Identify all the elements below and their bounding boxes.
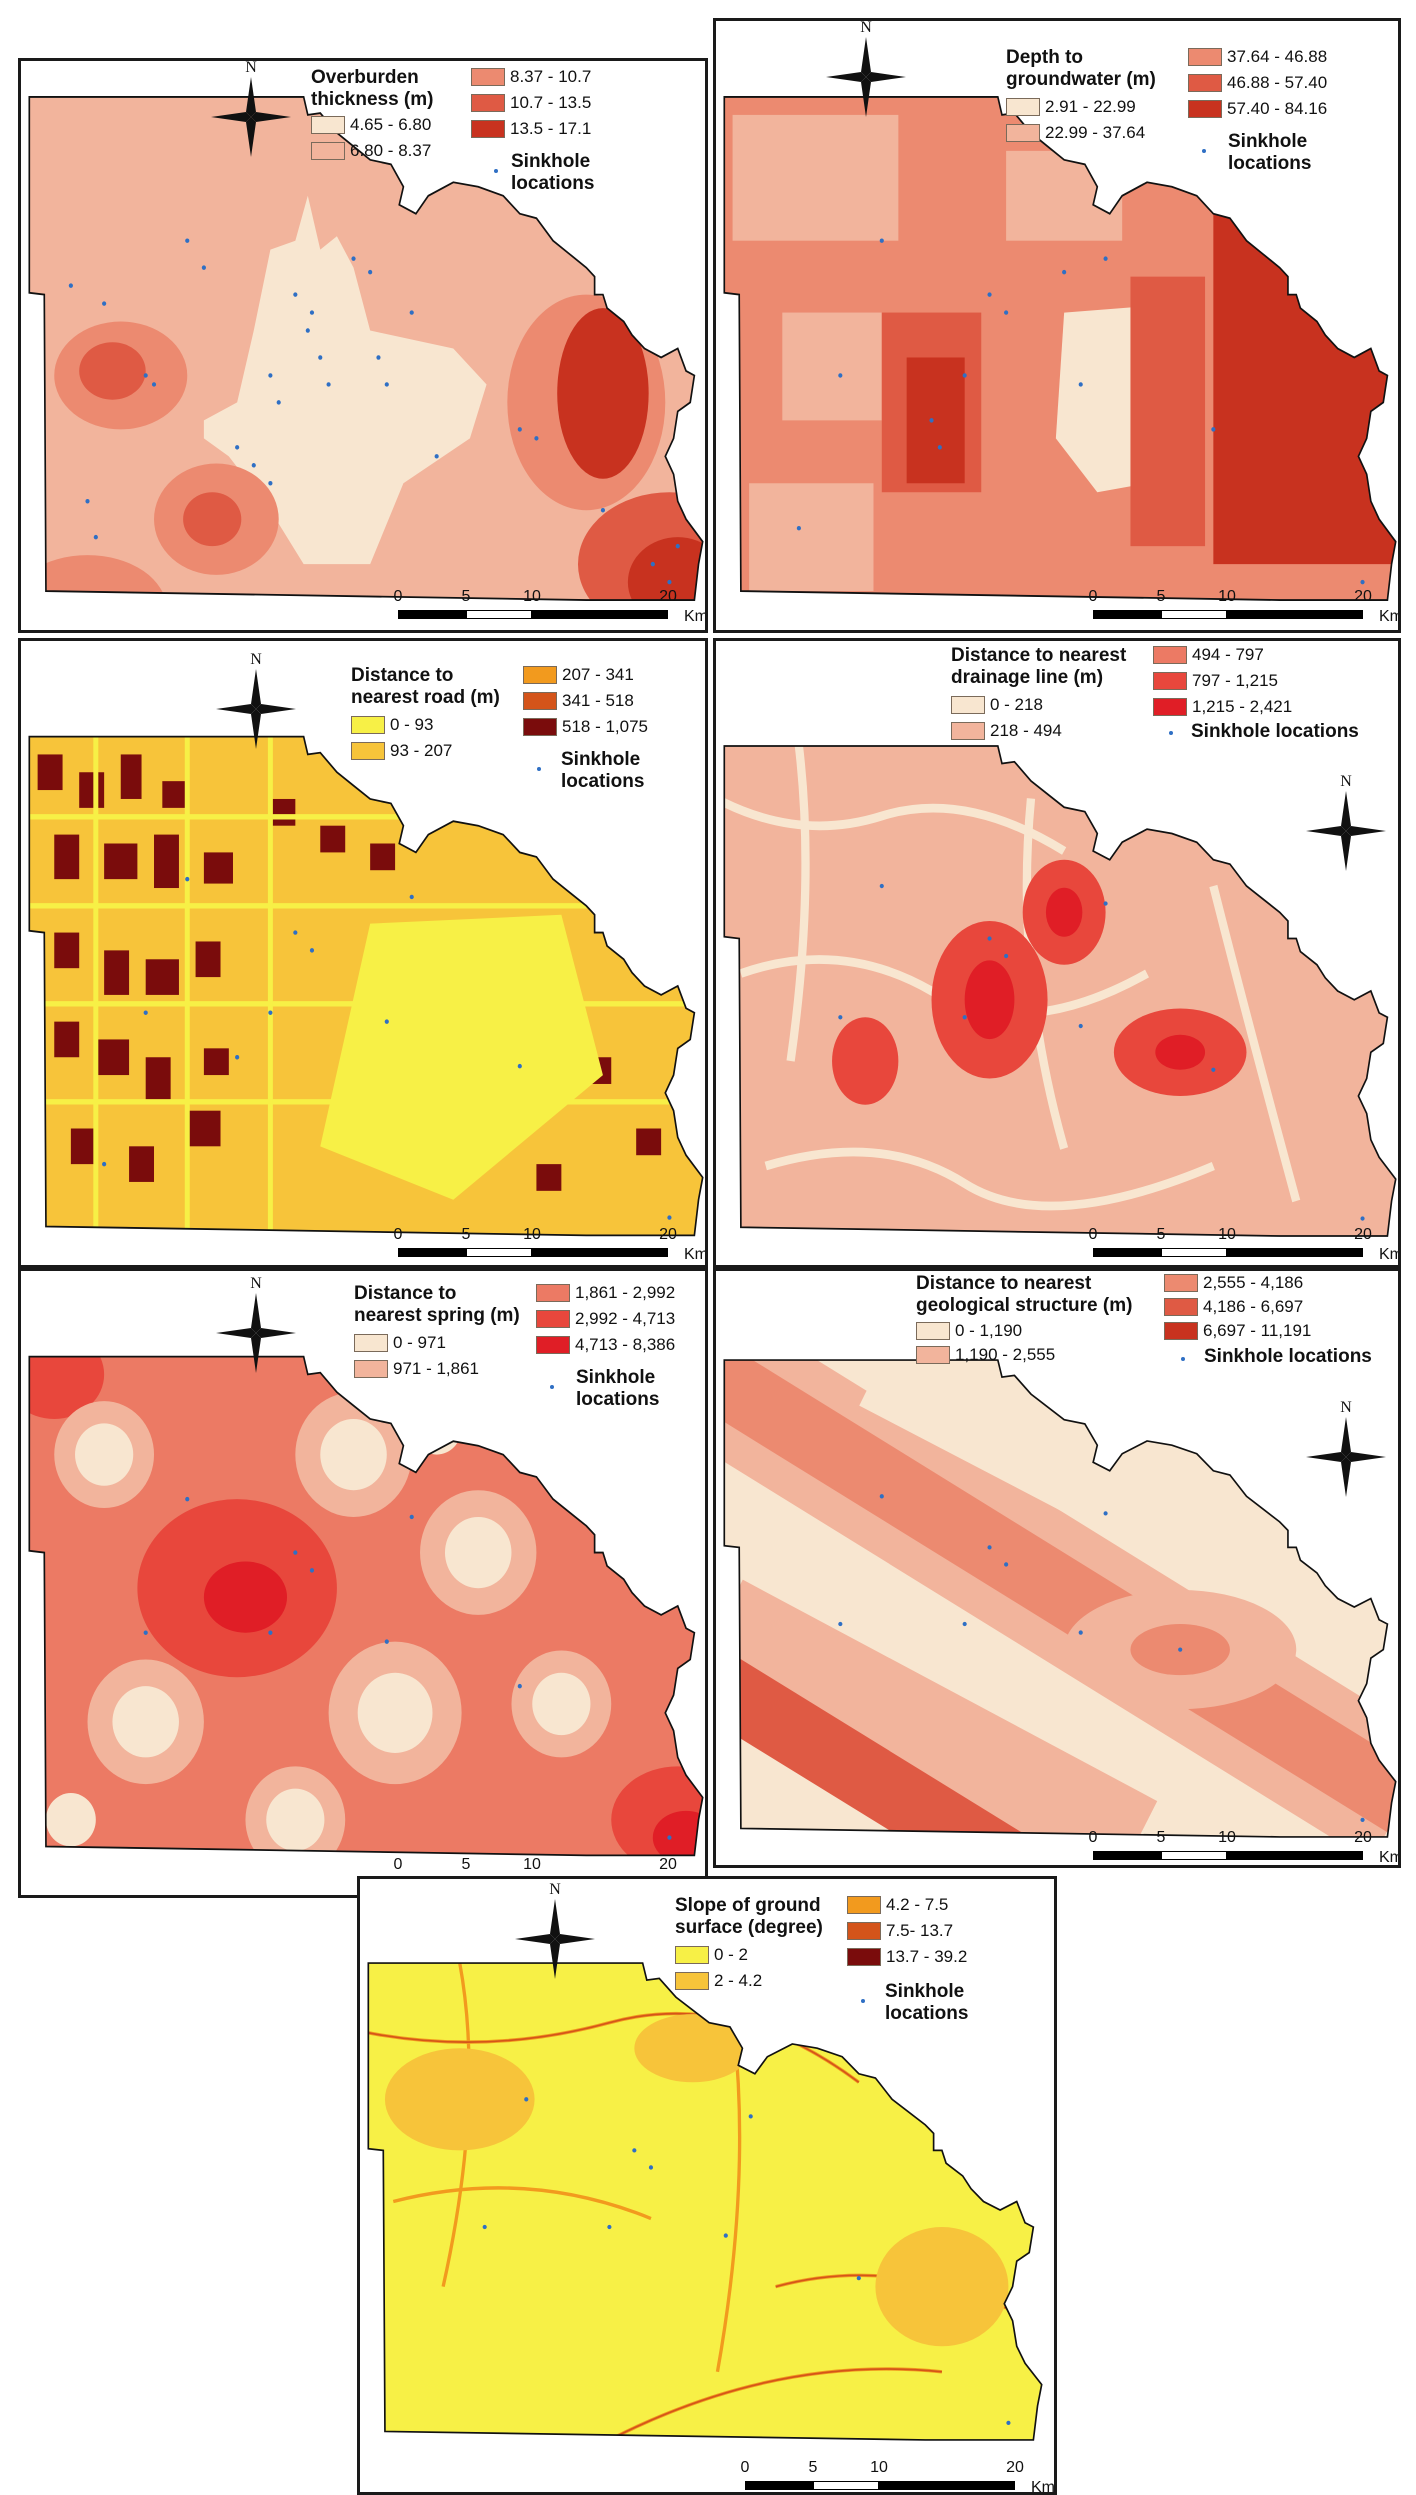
- sinkhole-legend-dot: [494, 169, 498, 173]
- geology-map-raster: [723, 1359, 1397, 1838]
- road-map-raster: [28, 735, 704, 1237]
- sinkhole-legend-label: Sinkhole: [511, 151, 591, 172]
- compass-rose-icon: [515, 1899, 595, 1979]
- overburden-map-raster: [28, 96, 704, 601]
- legend-item: 13.5 - 17.1: [471, 119, 591, 139]
- scale-bar: 0 5 10 20 Km: [740, 2459, 1055, 2495]
- legend-item: 8.37 - 10.7: [471, 67, 591, 87]
- compass-rose-icon: [826, 37, 906, 117]
- scale-bar: 0 5 10 20 Km: [393, 1226, 708, 1263]
- compass-rose-icon: [1306, 1417, 1386, 1497]
- north-arrow: N: [826, 21, 906, 119]
- scale-bar: 0 5 10 20 Km: [1088, 1226, 1401, 1263]
- compass-rose-icon: [216, 669, 296, 749]
- compass-rose-icon: [216, 1293, 296, 1373]
- sinkhole-legend-label: locations: [511, 173, 595, 194]
- map-panel-geology: N Distance to nearest geological structu…: [713, 1268, 1401, 1868]
- map-panel-overburden: N Overburden thickness (m) 4.65 - 6.80 6…: [18, 58, 708, 633]
- drainage-map-raster: [723, 745, 1397, 1237]
- north-label: N: [245, 59, 257, 76]
- spring-map-raster: [28, 1355, 704, 1857]
- map-panel-groundwater: N Depth to groundwater (m) 2.91 - 22.99 …: [713, 18, 1401, 633]
- map-panel-slope: N Slope of ground surface (degree) 0 - 2…: [357, 1876, 1057, 2495]
- map-panel-spring: N Distance to nearest spring (m) 0 - 971…: [18, 1268, 708, 1898]
- slope-map-raster: [367, 1962, 1043, 2441]
- legend-item: 4.65 - 6.80: [311, 115, 431, 135]
- legend-item: 6.80 - 8.37: [311, 141, 431, 161]
- scale-bar: 0 5 10 20 Km: [393, 588, 708, 625]
- north-arrow: N: [1306, 1399, 1386, 1499]
- scale-bar: 0 5 10 20 Km: [1088, 588, 1401, 625]
- groundwater-map-raster: [723, 96, 1397, 601]
- north-arrow: N: [216, 1275, 296, 1375]
- north-arrow: N: [216, 651, 296, 751]
- north-arrow: N: [211, 59, 291, 159]
- north-arrow: N: [1306, 773, 1386, 873]
- map-panel-road: N Distance to nearest road (m) 0 - 93 93…: [18, 638, 708, 1268]
- legend-item: 10.7 - 13.5: [471, 93, 591, 113]
- legend-title: Overburden: [311, 67, 419, 88]
- scale-bar: 0 5 10 20 Km: [1088, 1829, 1401, 1866]
- compass-rose-icon: [211, 77, 291, 157]
- compass-rose-icon: [1306, 791, 1386, 871]
- legend-swatch: [311, 116, 345, 134]
- map-panel-drainage: N Distance to nearest drainage line (m) …: [713, 638, 1401, 1268]
- legend-swatch: [311, 142, 345, 160]
- sinkhole-points: [68, 238, 680, 585]
- legend-title: thickness (m): [311, 89, 434, 110]
- legend-swatch: [471, 120, 505, 138]
- legend-swatch: [471, 68, 505, 86]
- north-arrow: N: [515, 1881, 595, 1981]
- legend-swatch: [471, 94, 505, 112]
